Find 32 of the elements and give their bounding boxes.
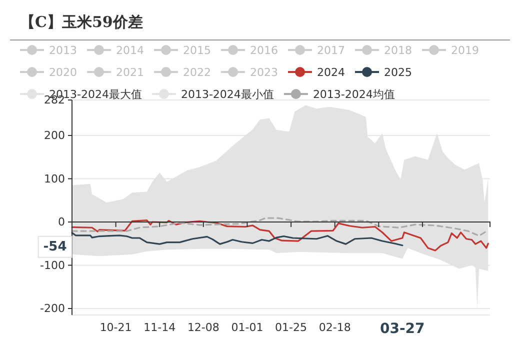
x-tick-label: 11-14 — [144, 321, 176, 334]
legend-label: 2025 — [384, 66, 412, 79]
x-tick-label: 12-08 — [187, 321, 220, 334]
legend-label: 2023 — [250, 66, 278, 79]
legend-label: 2014 — [116, 44, 144, 57]
line-series — [71, 217, 489, 237]
legend-label: 2016 — [250, 44, 278, 57]
y-tick-label: 0 — [58, 216, 65, 229]
legend-label: 2013-2024最小值 — [180, 88, 274, 101]
legend-label: 2013 — [49, 44, 77, 57]
y-tick-label: 200 — [44, 128, 65, 142]
x-tick-label: 02-18 — [318, 321, 351, 334]
y-tick-label: -100 — [40, 258, 65, 272]
legend-label: 2021 — [116, 66, 144, 79]
legend-label: 2018 — [384, 44, 412, 57]
text: 03-27 — [380, 321, 425, 337]
x-tick-label: 10-21 — [100, 321, 132, 334]
legend-label: 2013-2024均值 — [312, 88, 395, 101]
legend-label: 2015 — [183, 44, 211, 57]
chart-title: 【C】玉米59价差 — [20, 13, 143, 31]
line-series — [71, 232, 404, 246]
legend-label: 2024 — [317, 66, 345, 79]
line-series — [71, 219, 489, 252]
legend-label: 2019 — [451, 44, 479, 57]
annotation: -54 — [43, 239, 67, 254]
y-tick-label: 100 — [44, 172, 65, 186]
x-tick-label: 01-01 — [231, 321, 264, 334]
legend-label: 2022 — [183, 66, 211, 79]
legend-label: 2020 — [49, 66, 77, 79]
legend-label: 2017 — [317, 44, 345, 57]
x-tick-label: 01-25 — [275, 321, 308, 334]
y-tick-label: -200 — [40, 302, 65, 316]
